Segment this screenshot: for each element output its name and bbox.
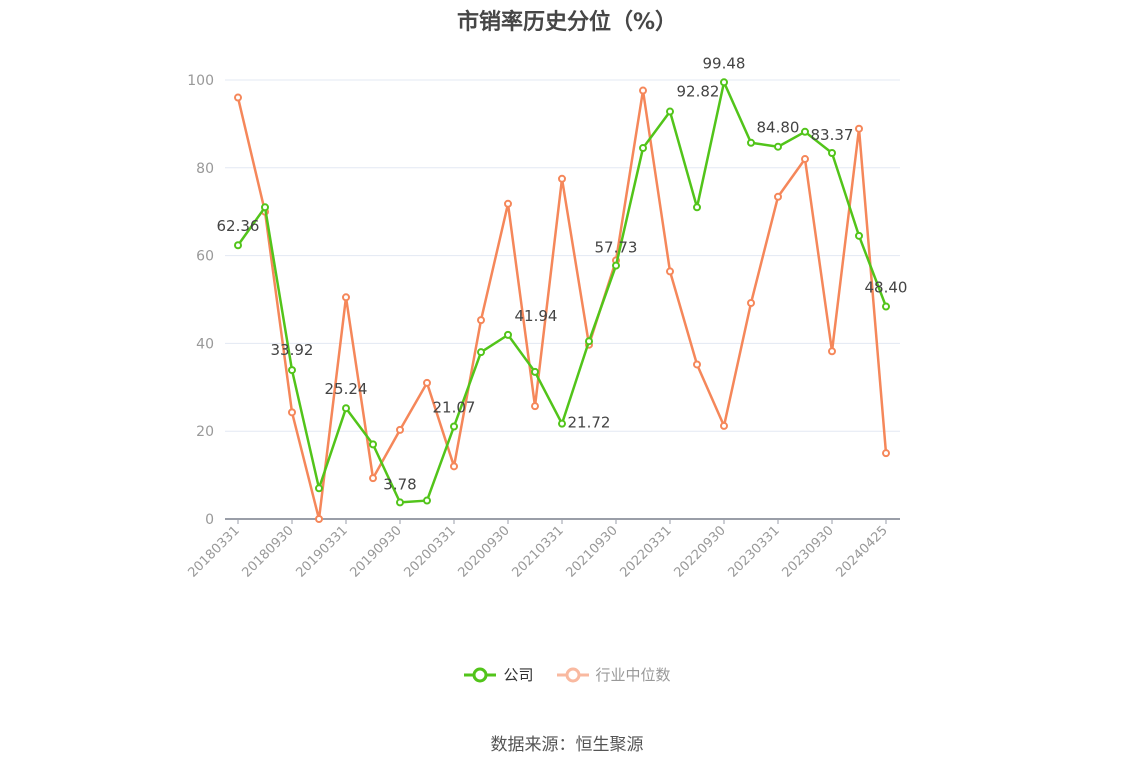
x-tick-label: 20220930 bbox=[671, 523, 728, 580]
data-point[interactable] bbox=[531, 367, 539, 376]
data-point[interactable] bbox=[288, 408, 296, 417]
data-point[interactable] bbox=[855, 124, 863, 133]
data-point[interactable] bbox=[639, 144, 647, 153]
data-point[interactable] bbox=[774, 142, 782, 151]
x-axis: 2018033120180930201903312019093020200331… bbox=[185, 518, 900, 581]
series-company-line[interactable] bbox=[234, 78, 890, 507]
data-point[interactable] bbox=[423, 378, 431, 387]
data-point[interactable] bbox=[315, 515, 323, 523]
data-label: 25.24 bbox=[325, 380, 368, 398]
legend: 公司 行业中位数 bbox=[0, 664, 1134, 685]
x-tick-label: 20230331 bbox=[725, 523, 782, 580]
data-label: 3.78 bbox=[383, 475, 416, 493]
legend-item-company[interactable]: 公司 bbox=[463, 664, 534, 685]
legend-item-industry[interactable]: 行业中位数 bbox=[556, 664, 671, 685]
data-label: 84.80 bbox=[757, 119, 800, 137]
data-point[interactable] bbox=[801, 127, 809, 136]
data-point[interactable] bbox=[342, 404, 350, 413]
data-point[interactable] bbox=[882, 449, 890, 458]
data-label: 57.73 bbox=[595, 239, 638, 257]
x-tick-label: 20200331 bbox=[401, 523, 458, 580]
data-point[interactable] bbox=[531, 402, 539, 411]
data-point[interactable] bbox=[558, 419, 566, 428]
data-point[interactable] bbox=[720, 421, 728, 430]
x-tick-label: 20230930 bbox=[779, 523, 836, 580]
x-tick-label: 20200930 bbox=[455, 523, 512, 580]
data-label: 92.82 bbox=[677, 83, 720, 101]
data-source: 数据来源：恒生聚源 bbox=[490, 735, 644, 755]
data-point[interactable] bbox=[639, 86, 647, 95]
data-label: 21.72 bbox=[568, 414, 611, 432]
data-point[interactable] bbox=[369, 474, 377, 483]
y-tick-label: 20 bbox=[196, 424, 214, 440]
data-point[interactable] bbox=[747, 299, 755, 308]
legend-industry-icon bbox=[556, 667, 589, 682]
y-tick-label: 40 bbox=[196, 336, 214, 352]
x-tick-label: 20190930 bbox=[347, 523, 404, 580]
y-tick-label: 80 bbox=[196, 161, 214, 177]
x-tick-label: 20210930 bbox=[563, 523, 620, 580]
data-point[interactable] bbox=[369, 440, 377, 449]
data-point[interactable] bbox=[504, 330, 512, 339]
data-labels: 62.36 33.92 25.24 3.78 21.07 41.94 21.72 57.73 9… bbox=[217, 54, 908, 493]
data-point[interactable] bbox=[504, 199, 512, 208]
data-point[interactable] bbox=[855, 231, 863, 240]
legend-industry-label: 行业中位数 bbox=[595, 666, 671, 684]
data-label: 99.48 bbox=[703, 54, 746, 72]
data-point[interactable] bbox=[693, 203, 701, 212]
data-label: 41.94 bbox=[515, 307, 558, 325]
y-axis-labels: 0 20 40 60 80 100 bbox=[187, 73, 214, 528]
legend-company-label: 公司 bbox=[503, 666, 534, 684]
data-point[interactable] bbox=[747, 138, 755, 147]
data-point[interactable] bbox=[585, 337, 593, 346]
x-tick-label: 20220331 bbox=[617, 523, 674, 580]
data-point[interactable] bbox=[666, 267, 674, 276]
series-industry-line[interactable] bbox=[234, 86, 890, 523]
data-point[interactable] bbox=[396, 498, 404, 507]
data-point[interactable] bbox=[666, 107, 674, 116]
y-tick-label: 0 bbox=[205, 512, 214, 528]
data-point[interactable] bbox=[612, 261, 620, 270]
data-point[interactable] bbox=[315, 484, 323, 493]
data-point[interactable] bbox=[477, 316, 485, 325]
chart-title: 市销率历史分位（%） bbox=[456, 10, 678, 35]
data-label: 83.37 bbox=[811, 126, 854, 144]
data-point[interactable] bbox=[720, 78, 728, 87]
data-point[interactable] bbox=[234, 241, 242, 250]
data-point[interactable] bbox=[828, 149, 836, 158]
data-point[interactable] bbox=[423, 496, 431, 505]
legend-company-icon bbox=[464, 667, 497, 682]
data-point[interactable] bbox=[558, 174, 566, 183]
data-point[interactable] bbox=[774, 192, 782, 201]
data-point[interactable] bbox=[477, 348, 485, 357]
data-label: 48.40 bbox=[865, 279, 908, 297]
y-tick-label: 60 bbox=[196, 249, 214, 265]
data-point[interactable] bbox=[450, 422, 458, 431]
data-point[interactable] bbox=[234, 93, 242, 102]
y-tick-label: 100 bbox=[187, 73, 214, 89]
x-tick-label: 20180930 bbox=[239, 523, 296, 580]
data-point[interactable] bbox=[261, 203, 269, 212]
data-point[interactable] bbox=[882, 302, 890, 311]
x-tick-label: 20190331 bbox=[293, 523, 350, 580]
data-point[interactable] bbox=[828, 347, 836, 356]
x-tick-label: 20180331 bbox=[185, 523, 242, 580]
data-point[interactable] bbox=[342, 293, 350, 302]
data-label: 62.36 bbox=[217, 217, 260, 235]
x-tick-label: 20210331 bbox=[509, 523, 566, 580]
data-point[interactable] bbox=[801, 155, 809, 164]
data-point[interactable] bbox=[288, 366, 296, 375]
data-point[interactable] bbox=[450, 462, 458, 471]
x-tick-label: 20240425 bbox=[833, 523, 890, 580]
data-label: 21.07 bbox=[433, 399, 476, 417]
data-point[interactable] bbox=[396, 425, 404, 434]
data-point[interactable] bbox=[693, 360, 701, 369]
data-label: 33.92 bbox=[271, 341, 314, 359]
